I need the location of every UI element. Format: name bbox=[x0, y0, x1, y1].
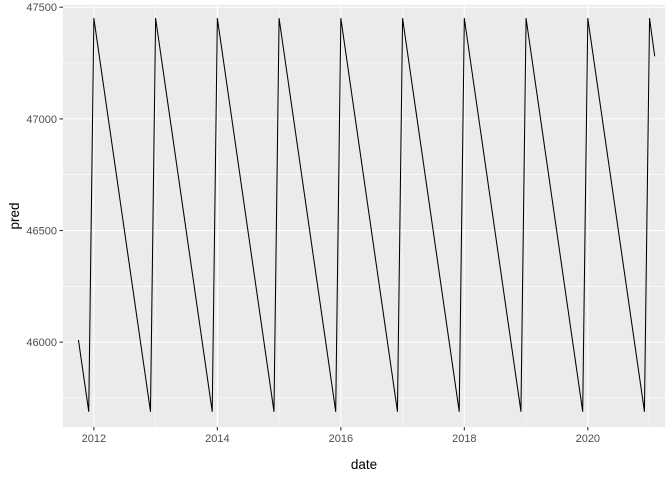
y-tick-label: 46500 bbox=[26, 226, 57, 238]
x-tick-label: 2018 bbox=[452, 433, 476, 445]
series-line-1 bbox=[77, 17, 656, 412]
major-gridlines bbox=[63, 5, 665, 427]
x-tick-label: 2020 bbox=[576, 433, 600, 445]
x-tick-label: 2012 bbox=[82, 433, 106, 445]
x-tick-label: 2014 bbox=[205, 433, 229, 445]
y-tick-label: 47000 bbox=[26, 114, 57, 126]
x-axis-title: date bbox=[351, 457, 377, 472]
y-axis-title: pred bbox=[7, 202, 22, 229]
axes: 2012 2014 2016 2018 2020 46000 46500 47000 47500 bbox=[26, 2, 600, 445]
y-tick-label: 47500 bbox=[26, 2, 57, 14]
x-tick-label: 2016 bbox=[329, 433, 353, 445]
y-tick-label: 46000 bbox=[26, 337, 57, 349]
series-layer bbox=[77, 17, 656, 412]
